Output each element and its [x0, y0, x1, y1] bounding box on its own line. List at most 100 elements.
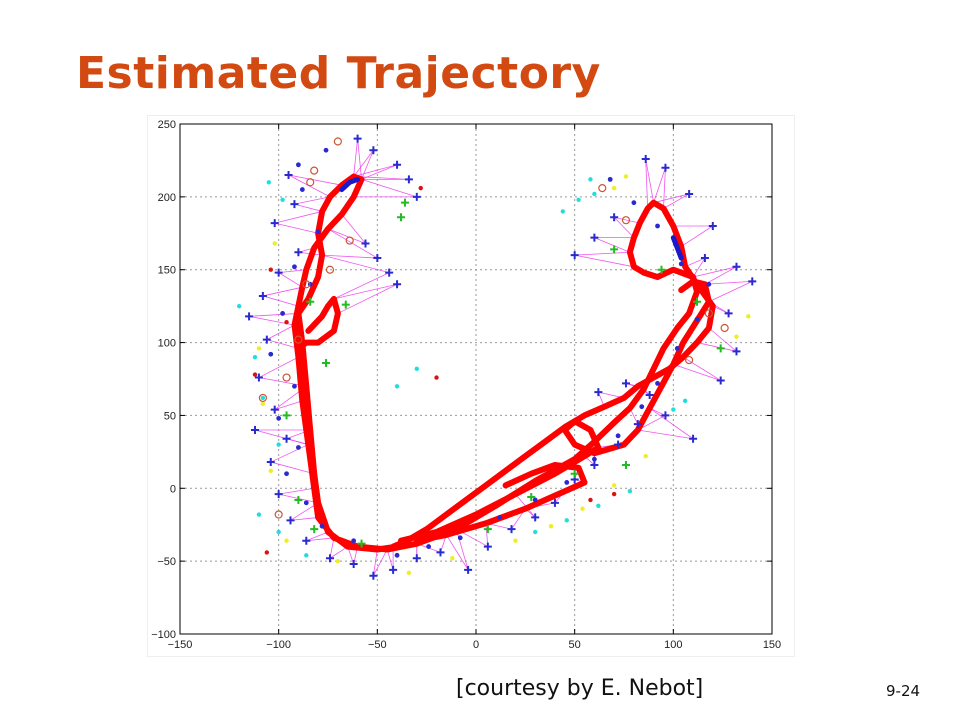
slide-number: 9-24: [886, 682, 921, 700]
observation-line: [653, 167, 666, 203]
landmark-star: [464, 565, 473, 574]
cyan-point: [414, 366, 419, 371]
landmark-star: [325, 554, 334, 563]
landmark-star: [262, 335, 271, 344]
landmark-star: [633, 420, 642, 429]
landmark-star: [614, 440, 623, 449]
landmark-star: [270, 219, 279, 228]
observation-line: [266, 324, 295, 341]
observation-line: [274, 211, 323, 224]
cyan-point: [394, 384, 400, 389]
landmark-star: [594, 388, 603, 397]
observation-line: [574, 251, 630, 256]
observation-line: [353, 138, 358, 177]
landmark-star: [507, 525, 516, 534]
yellow-point: [611, 185, 617, 191]
landmark-star: [404, 175, 413, 184]
circle-marker: [325, 265, 335, 274]
circle-marker: [345, 236, 354, 245]
landmark-dot: [280, 311, 286, 316]
landmark-dot: [284, 471, 289, 477]
yellow-point: [260, 401, 266, 406]
green-star: [322, 358, 331, 367]
observation-line: [337, 283, 398, 314]
observation-line: [574, 254, 634, 268]
x-tick-label: 50: [569, 639, 581, 651]
landmark-star: [661, 411, 670, 420]
green-star: [282, 411, 291, 420]
circle-marker: [258, 393, 267, 403]
green-star: [306, 297, 315, 306]
landmark-star: [274, 490, 283, 499]
observation-line: [692, 266, 737, 278]
observation-line: [637, 429, 694, 440]
red-point: [284, 319, 289, 325]
landmark-star: [266, 458, 275, 467]
trajectory_alt-path: [339, 176, 361, 193]
observation-line: [327, 228, 366, 244]
yellow-point: [513, 538, 518, 543]
observation-line: [455, 528, 469, 570]
observation-line: [373, 549, 388, 576]
observation-line: [333, 272, 390, 300]
cyan-point: [533, 529, 538, 535]
green-star: [693, 297, 702, 306]
observation-line: [322, 254, 378, 259]
cyan-point: [596, 503, 601, 508]
observation-line: [682, 356, 721, 381]
circle-marker: [333, 137, 342, 146]
observation-line: [645, 158, 654, 203]
observation-line: [704, 266, 737, 285]
landmark-dot: [276, 415, 282, 421]
courtesy-caption: [courtesy by E. Nebot]: [456, 676, 704, 701]
observation-line: [446, 534, 469, 571]
x-tick-label: −50: [368, 639, 387, 651]
observation-line: [274, 400, 303, 410]
y-tick-label: 0: [170, 483, 176, 495]
observation-line: [294, 203, 323, 212]
green-star: [570, 469, 579, 478]
trajectory-plot: −150 −100 −50 0 50 100 150 −100 −50 0 50 100 150 200 2…: [148, 116, 794, 656]
landmark-star: [294, 248, 303, 257]
landmark-dot: [292, 264, 297, 270]
green-star: [716, 344, 725, 353]
yellow-point: [623, 174, 629, 179]
landmark-star: [258, 291, 267, 300]
observation-line: [306, 531, 329, 542]
cyan-point: [304, 553, 309, 558]
trajectory-path: [295, 295, 341, 352]
landmark-star: [353, 134, 362, 143]
cyan-point: [280, 197, 285, 202]
cyan-point: [588, 177, 593, 182]
trajectory-layer: [291, 173, 716, 553]
landmark-star: [570, 251, 579, 260]
observation-line: [290, 517, 319, 521]
observation-line: [288, 174, 342, 186]
observation-line: [270, 461, 315, 475]
landmark-dot: [457, 535, 463, 541]
x-tick-label: −100: [266, 639, 291, 651]
red-point: [611, 491, 617, 497]
red-point: [268, 267, 273, 272]
landmark-star: [590, 460, 599, 469]
observation-line: [306, 537, 334, 542]
cyan-point: [627, 489, 633, 494]
circle-marker: [621, 216, 631, 225]
landmark-star: [483, 542, 492, 551]
x-tick-label: 0: [473, 639, 479, 651]
landmark-dot: [319, 523, 325, 529]
landmark-star: [385, 268, 394, 277]
landmark-star: [369, 146, 378, 155]
observation-line: [262, 295, 299, 307]
yellow-point: [284, 538, 289, 543]
observation-line: [294, 196, 331, 205]
observation-line: [613, 216, 635, 238]
yellow-point: [611, 483, 617, 488]
observation-line: [692, 257, 706, 278]
y-tick-label: 100: [158, 338, 176, 350]
landmark-dot: [564, 480, 570, 485]
landmark-dot: [296, 445, 301, 450]
green-star: [294, 495, 303, 504]
observation-line: [278, 487, 315, 495]
landmark-star: [708, 222, 717, 230]
